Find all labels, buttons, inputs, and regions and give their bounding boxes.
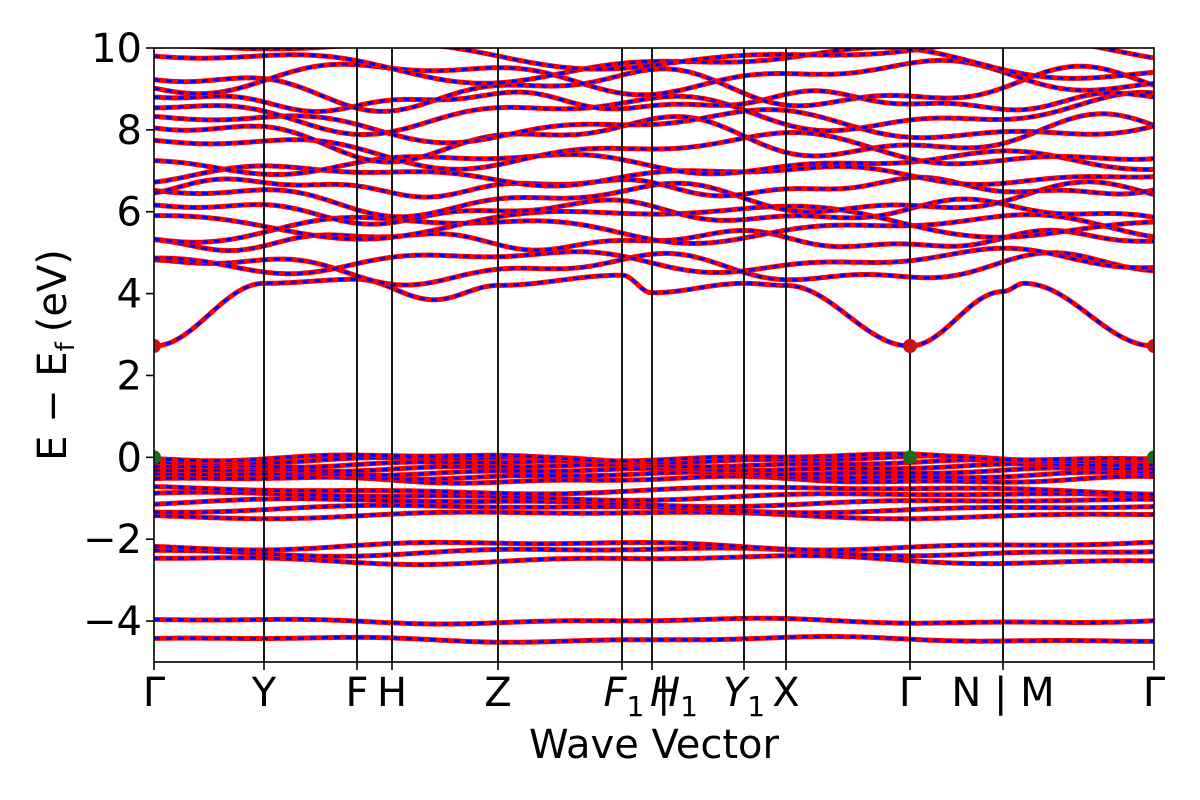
y-axis-label: E − Ef (eV) (30, 249, 81, 461)
y-tick-label-5: 6 (117, 190, 142, 236)
x-tick-label-10: N | M (951, 670, 1054, 716)
mid-band-up-2 (154, 497, 1154, 509)
semicore-band-down-1 (154, 545, 1154, 559)
upper-band-down-9 (154, 148, 1154, 177)
x-tick-label-3: H (377, 670, 407, 716)
upper-band-up-1 (154, 246, 1154, 276)
y-tick-label-3: 2 (117, 353, 142, 399)
x-tick-label-8: X (772, 670, 799, 716)
semicore-band-down-2 (154, 539, 1154, 553)
x-tick-label-5: F1 | (603, 670, 670, 723)
mid-band-up-3 (154, 490, 1154, 502)
upper-band-up-7 (154, 175, 1154, 199)
y-tick-label-7: 10 (91, 26, 142, 72)
vbm-marker-0 (154, 450, 161, 465)
y-tick-label-4: 4 (117, 272, 142, 318)
upper-band-up-4 (154, 204, 1154, 241)
upper-band-up-17 (154, 48, 1154, 85)
upper-band-up-15 (154, 64, 1154, 113)
x-tick-label-0: Γ (143, 670, 166, 716)
conduction-band-up-0 (154, 273, 1154, 348)
y-axis-label-subscript: f (51, 341, 81, 351)
mid-band-up-4 (154, 485, 1154, 496)
mid-band-up-0 (154, 510, 1154, 521)
upper-band-up-14 (154, 89, 1154, 113)
x-tick-label-1: Y (251, 670, 277, 716)
upper-band-up-11 (154, 112, 1154, 164)
x-tick-label-2: F (345, 670, 368, 716)
band-lines (154, 48, 1154, 645)
y-tick-label-0: −4 (83, 599, 142, 645)
y-tick-label-1: −2 (83, 517, 142, 563)
high-symmetry-lines (263, 48, 1004, 662)
y-axis-label-main: E − E (30, 351, 76, 461)
x-tick-label-11: Γ (1143, 670, 1166, 716)
core-band-up-0 (154, 635, 1154, 644)
core-band-down-1 (154, 615, 1154, 627)
x-tick-label-6: H1 (650, 670, 698, 723)
vbm-marker-2 (1147, 450, 1154, 465)
core-band-up-1 (154, 616, 1154, 626)
upper-band-up-12 (154, 108, 1154, 145)
valence-band-down-6 (154, 451, 1154, 464)
vbm-marker-1 (903, 450, 917, 465)
x-tick-label-4: Z (484, 670, 511, 716)
upper-band-up-5 (154, 197, 1154, 226)
y-axis-label-unit: (eV) (30, 249, 76, 332)
upper-band-up-0 (154, 251, 1154, 287)
valence-band-up-2 (154, 466, 1154, 477)
x-axis-ticks: Γ Y F H Z F1 | H1 Y1 X Γ N | M Γ (143, 662, 1166, 723)
plot-frame (153, 47, 1155, 663)
mid-band-up-1 (154, 503, 1154, 515)
upper-band-down-18 (154, 48, 1154, 72)
cbm-marker-1 (903, 338, 917, 353)
x-tick-label-7: Y1 (723, 670, 765, 723)
valence-band-up-1 (154, 470, 1154, 481)
y-axis-ticks: −4 −2 0 2 4 6 8 10 (83, 26, 154, 645)
cbm-marker-0 (154, 338, 161, 353)
gap-markers (154, 338, 1154, 465)
y-tick-label-2: 0 (117, 435, 142, 481)
x-tick-label-9: Γ (899, 670, 922, 716)
x-axis-label: Wave Vector (529, 722, 780, 768)
y-tick-label-6: 8 (117, 108, 142, 154)
mid-band-down-0 (154, 509, 1154, 522)
conduction-band-down-0 (154, 272, 1154, 349)
valence-band-up-0 (154, 474, 1154, 485)
upper-band-up-3 (154, 213, 1154, 246)
upper-band-up-10 (154, 131, 1154, 171)
semicore-band-down-0 (154, 553, 1154, 568)
cbm-marker-2 (1147, 338, 1154, 353)
upper-band-up-13 (154, 90, 1154, 136)
